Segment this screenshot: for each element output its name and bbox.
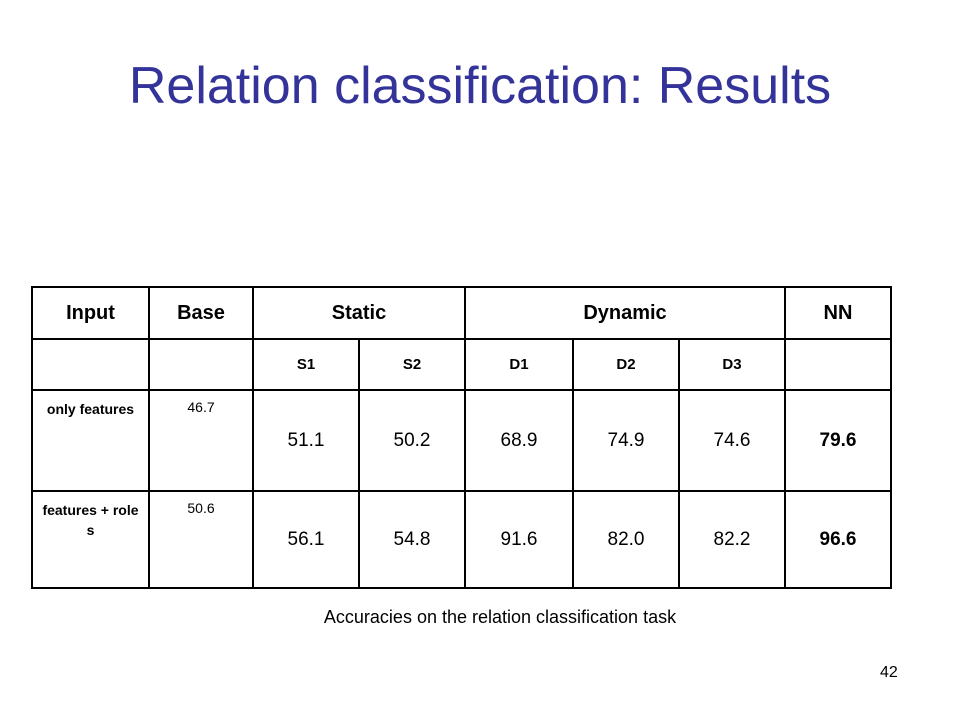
table-cell: 91.6 xyxy=(464,490,574,589)
results-table: Input Base Static Dynamic NN S1 S2 D1 D2 D3 only f… xyxy=(31,286,892,589)
table-row: only features 46.7 51.1 50.2 68.9 74.9 74.6 79.… xyxy=(31,389,892,492)
table-cell: 50.2 xyxy=(358,389,466,492)
caption: Accuracies on the relation classificatio… xyxy=(323,607,677,627)
table-body: Input Base Static Dynamic NN S1 S2 D1 D2 D3 only f… xyxy=(31,286,892,589)
table-cell xyxy=(148,338,254,391)
table-cell: 46.7 xyxy=(148,389,254,492)
table-row: features + roles 50.6 56.1 54.8 91.6 82.0 82.2… xyxy=(31,490,892,589)
table-row: Input Base Static Dynamic NN xyxy=(31,286,892,340)
table-cell: Dynamic xyxy=(464,286,786,340)
slide-title: Relation classification: Results xyxy=(128,57,832,115)
table-cell: 56.1 xyxy=(252,490,360,589)
table-cell: 68.9 xyxy=(464,389,574,492)
table-cell: 79.6 xyxy=(784,389,892,492)
table-cell: S2 xyxy=(358,338,466,391)
table-cell: Input xyxy=(31,286,150,340)
table-row: S1 S2 D1 D2 D3 xyxy=(31,338,892,391)
table-cell: 54.8 xyxy=(358,490,466,589)
table-cell: S1 xyxy=(252,338,360,391)
table-cell: 51.1 xyxy=(252,389,360,492)
table-cell xyxy=(784,338,892,391)
table-cell: 50.6 xyxy=(148,490,254,589)
table-cell: D2 xyxy=(572,338,680,391)
table-cell: only features xyxy=(31,389,150,492)
table-cell: 82.2 xyxy=(678,490,786,589)
table-cell: features + roles xyxy=(31,490,150,589)
page-number: 42 xyxy=(880,664,898,681)
table-cell: 82.0 xyxy=(572,490,680,589)
table-cell: Base xyxy=(148,286,254,340)
table-cell: Static xyxy=(252,286,466,340)
table-cell: NN xyxy=(784,286,892,340)
table-cell: 74.6 xyxy=(678,389,786,492)
table-cell: D1 xyxy=(464,338,574,391)
table-cell: 96.6 xyxy=(784,490,892,589)
table-cell: D3 xyxy=(678,338,786,391)
table-cell: 74.9 xyxy=(572,389,680,492)
table-cell xyxy=(31,338,150,391)
